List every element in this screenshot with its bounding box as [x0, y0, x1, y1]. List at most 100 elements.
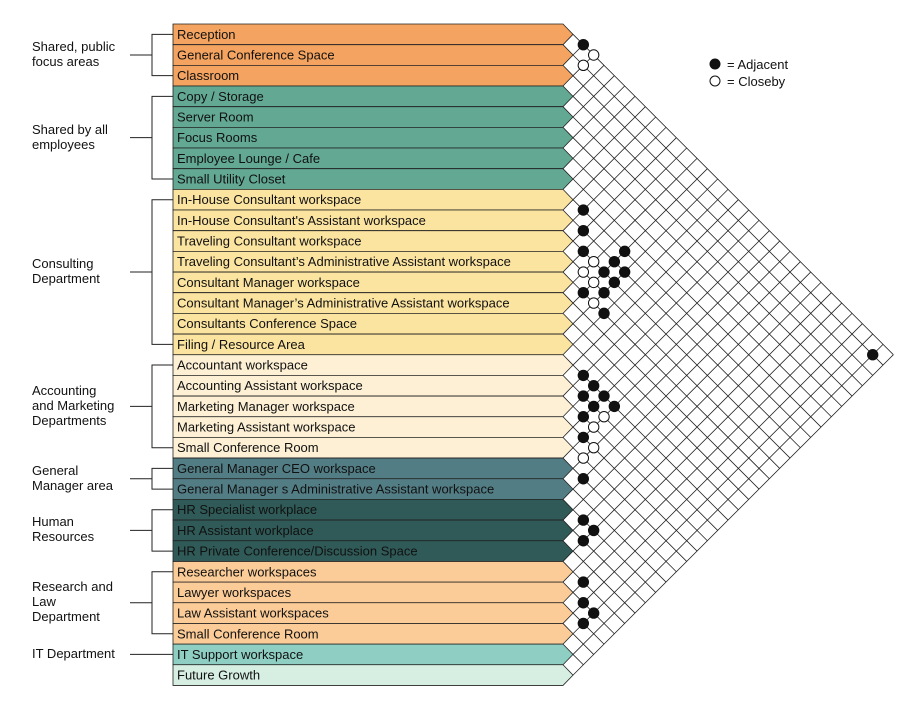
- adjacent-marker: [598, 307, 610, 320]
- grid-line: [572, 323, 749, 500]
- legend-closeby-marker: [709, 75, 721, 87]
- room-label: General Conference Space: [177, 48, 335, 63]
- grid-line: [572, 147, 687, 262]
- grid-line: [572, 261, 801, 490]
- room-label: General Manager CEO workspace: [177, 461, 376, 476]
- grid-line: [572, 333, 873, 635]
- adjacent-marker: [867, 349, 879, 361]
- room-row: Marketing Assistant workspace: [172, 416, 574, 438]
- adjacent-marker: [598, 266, 610, 278]
- adjacent-marker: [577, 597, 590, 609]
- room-row: Consultant Manager’s Administrative Assi…: [172, 292, 574, 314]
- room-label: Lawyer workspaces: [177, 585, 292, 600]
- room-row: Small Conference Room: [172, 436, 574, 459]
- room-bar: [172, 292, 574, 314]
- bracket-line: [151, 199, 173, 345]
- room-row: Filing / Resource Area: [172, 333, 574, 356]
- grid-line: [572, 271, 811, 511]
- group-label: General Manager area: [32, 462, 113, 493]
- bracket-line: [151, 364, 173, 449]
- room-label: Accounting Assistant workspace: [177, 378, 363, 393]
- bracket-line: [151, 509, 173, 552]
- adjacent-marker: [577, 617, 590, 630]
- room-label: Consultants Conference Space: [177, 316, 357, 331]
- room-bar: [172, 643, 574, 666]
- grid-line: [572, 364, 729, 521]
- room-bar: [172, 519, 574, 542]
- room-label: Copy / Storage: [177, 89, 264, 104]
- grid-line: [572, 447, 687, 562]
- grid-line: [572, 75, 615, 118]
- group-label: Accounting and Marketing Departments: [32, 382, 115, 428]
- closeby-marker: [577, 452, 590, 464]
- room-row: Copy / Storage: [172, 85, 574, 108]
- group-bracket: [130, 571, 173, 635]
- room-row: Traveling Consultant workspace: [172, 230, 574, 252]
- grid-line: [572, 313, 853, 593]
- room-label: Employee Lounge / Cafe: [177, 151, 320, 166]
- room-bar: [172, 271, 574, 294]
- adjacent-marker: [577, 411, 590, 423]
- group-label: Research and Law Department: [32, 579, 113, 625]
- room-label: Consultant Manager workspace: [177, 275, 360, 290]
- adjacent-marker: [577, 287, 590, 299]
- group-label: Shared, public focus areas: [32, 39, 116, 69]
- room-bar: [172, 230, 574, 252]
- room-bar: [172, 250, 574, 273]
- room-row: Traveling Consultant’s Administrative As…: [172, 250, 574, 273]
- adjacent-marker: [577, 225, 590, 237]
- adjacent-marker: [577, 369, 590, 382]
- adjacent-marker: [608, 276, 621, 289]
- room-label: Filing / Resource Area: [177, 337, 306, 352]
- room-bar: [172, 147, 574, 170]
- room-label: In-House Consultant's Assistant workspac…: [177, 213, 426, 228]
- adjacent-marker: [587, 524, 600, 537]
- room-label: Classroom: [177, 68, 239, 83]
- adjacent-marker: [577, 473, 590, 485]
- room-bar: [172, 106, 574, 128]
- room-bar: [172, 623, 574, 645]
- room-label: Marketing Assistant workspace: [177, 420, 355, 435]
- grid-line: [572, 106, 646, 180]
- grid-line: [572, 344, 884, 655]
- adjacent-marker: [577, 38, 590, 51]
- room-label: Small Conference Room: [177, 626, 319, 641]
- grid-line: [572, 85, 625, 138]
- legend-adjacent-marker: [709, 58, 721, 70]
- room-row: Small Utility Closet: [172, 168, 574, 190]
- room-label: Server Room: [177, 110, 254, 125]
- group-bracket: [130, 467, 173, 490]
- group-bracket: [130, 199, 173, 345]
- room-row: HR Private Conference/Discussion Space: [172, 540, 574, 562]
- adjacent-marker: [577, 390, 590, 402]
- adjacent-marker: [577, 535, 590, 547]
- grid-line: [572, 116, 656, 200]
- room-label: HR Assistant workplace: [177, 523, 314, 538]
- room-label: Future Growth: [177, 668, 260, 683]
- room-label: IT Support workspace: [177, 647, 303, 662]
- room-label: Marketing Manager workspace: [177, 399, 355, 414]
- room-row: General Manager CEO workspace: [172, 457, 574, 480]
- room-list: Reception General Conference Space Classro…: [172, 23, 574, 686]
- legend-closeby-label: = Closeby: [727, 74, 786, 89]
- room-row: General Manager s Administrative Assista…: [172, 478, 574, 500]
- adjacent-marker: [618, 245, 631, 258]
- room-row: HR Specialist workplace: [172, 499, 574, 521]
- room-bar: [172, 457, 574, 480]
- grid-line: [572, 199, 811, 438]
- legend: = Adjacent = Closeby: [709, 57, 788, 89]
- room-bar: [172, 168, 574, 190]
- adjacent-marker: [577, 204, 590, 216]
- grid-line: [572, 612, 605, 645]
- group-bracket: [130, 33, 173, 77]
- grid-line: [572, 75, 873, 376]
- room-bar: [172, 209, 574, 232]
- relationship-markers: [577, 38, 879, 630]
- adjacent-marker: [577, 576, 590, 588]
- room-label: Focus Rooms: [177, 130, 258, 145]
- grid-line: [572, 654, 584, 666]
- room-row: Accounting Assistant workspace: [172, 374, 574, 397]
- legend-adjacent-label: = Adjacent: [727, 57, 788, 72]
- closeby-marker: [587, 256, 600, 268]
- group-brackets: [130, 33, 173, 655]
